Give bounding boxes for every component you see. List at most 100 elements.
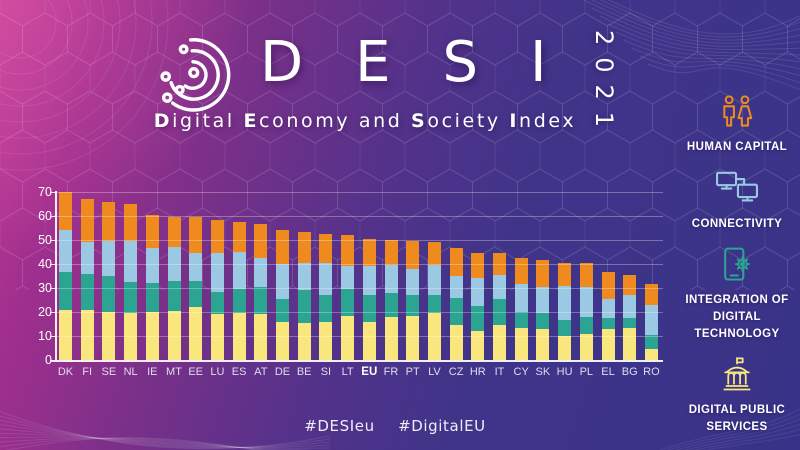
bar-segment	[449, 248, 463, 276]
axis-tick	[50, 192, 56, 193]
legend-label: CONNECTIVITY	[691, 217, 783, 230]
gridline	[57, 192, 663, 193]
bar-segment	[601, 272, 615, 299]
x-tick-label-CY: CY	[513, 366, 529, 378]
x-tick-label-BE: BE	[296, 366, 312, 378]
bar-segment	[558, 336, 572, 360]
bar-segment	[80, 273, 94, 310]
gridline	[57, 312, 663, 313]
bar-segment	[536, 286, 550, 314]
legend-item-digital-public-services: DIGITAL PUBLIC SERVICES	[676, 355, 798, 435]
legend-item-human-capital: HUMAN CAPITAL	[687, 92, 787, 156]
bar-segment	[493, 298, 506, 326]
axis-tick	[50, 360, 56, 361]
bar-segment	[471, 306, 485, 332]
desi-stacked-bar-chart: 0 10 20 30 40 50 60 70 DK FI SE NL IE MT EE LU ES AT DE BE…	[30, 185, 680, 392]
y-tick-label: 40	[38, 257, 52, 271]
bar-segment	[254, 286, 268, 315]
axis-tick	[50, 312, 56, 313]
bar-segment	[644, 334, 658, 350]
x-tick-label-FI: FI	[82, 366, 93, 378]
bar-segment	[297, 290, 311, 323]
x-tick-label-LV: LV	[428, 366, 441, 378]
bar-segment	[449, 297, 463, 326]
bar-segment	[341, 289, 355, 316]
bar-segment	[276, 321, 289, 360]
bar-segment	[471, 278, 485, 306]
gridline	[57, 264, 663, 265]
gridline	[57, 216, 663, 217]
x-tick-label-IE: IE	[147, 366, 158, 378]
page-title: DESI	[260, 30, 599, 95]
y-tick-label: 30	[38, 281, 52, 295]
x-tick-label-DK: DK	[57, 366, 74, 378]
bar-segment	[579, 262, 593, 287]
axis-tick	[50, 288, 56, 289]
gridline	[57, 288, 663, 289]
x-tick-label-PT: PT	[405, 366, 420, 378]
bar-segment	[167, 310, 181, 360]
bar-segment	[601, 298, 615, 318]
bar-segment	[80, 242, 94, 274]
bar-segment	[427, 295, 441, 314]
legend-item-connectivity: CONNECTIVITY	[692, 169, 782, 233]
x-tick-label-SI: SI	[320, 366, 332, 378]
bar-segment	[623, 295, 637, 318]
bar-segment	[341, 315, 355, 360]
bar-segment	[579, 333, 593, 360]
x-tick-label-LU: LU	[210, 366, 225, 378]
bar-segment	[514, 258, 528, 285]
bar-segment	[579, 316, 593, 334]
people-icon	[716, 92, 758, 132]
bar-segment	[514, 327, 528, 360]
gridline	[57, 240, 663, 241]
bar-segment	[254, 258, 268, 287]
bar-segment	[319, 295, 333, 322]
legend-sidebar: HUMAN CAPITAL CONNECTIVITY	[676, 92, 798, 449]
connected-computers-icon	[714, 169, 760, 209]
government-building-icon	[716, 355, 758, 395]
axis-tick	[50, 264, 56, 265]
bar-segment	[319, 234, 333, 263]
y-tick-label: 60	[38, 209, 52, 223]
bar-segment	[80, 199, 94, 243]
bar-segment	[297, 262, 311, 291]
bar-segment	[189, 253, 203, 281]
x-tick-label-EE: EE	[188, 366, 204, 378]
x-tick-label-CZ: CZ	[448, 366, 464, 378]
hashtag-digitaleu: #DigitalEU	[398, 417, 486, 435]
phone-gear-icon	[717, 245, 757, 285]
bar-segment	[210, 253, 224, 292]
y-tick-label: 70	[38, 185, 52, 199]
bar-segment	[210, 314, 224, 360]
legend-label: DIGITAL PUBLIC SERVICES	[688, 404, 786, 434]
x-tick-label-SE: SE	[101, 366, 117, 378]
bar-segment	[579, 286, 593, 317]
axis-tick	[50, 216, 56, 217]
bar-segment	[471, 331, 485, 360]
bar-segment	[341, 266, 355, 290]
bar-segment	[232, 289, 246, 314]
bar-segment	[102, 201, 116, 242]
x-tick-label-ES: ES	[231, 366, 247, 378]
x-tick-label-HU: HU	[556, 366, 573, 378]
x-tick-label-NL: NL	[123, 366, 138, 378]
bar-segment	[145, 283, 159, 312]
bar-segment	[644, 349, 658, 360]
bar-segment	[297, 322, 311, 360]
bar-segment	[254, 314, 268, 360]
x-tick-label-SK: SK	[535, 366, 551, 378]
footer-hashtags: #DESIeu #DigitalEU	[0, 417, 790, 435]
x-tick-label-BG: BG	[621, 366, 638, 378]
x-tick-label-RO: RO	[643, 366, 660, 378]
title-year: 2021	[590, 30, 618, 140]
x-tick-label-EL: EL	[601, 366, 615, 378]
chart-plot-area: DK FI SE NL IE MT EE LU ES AT DE BE SI LT EU FR PT LV CZ HR…	[50, 191, 663, 378]
bar-segment	[80, 309, 94, 360]
bar-segment	[189, 217, 203, 254]
bar-segment	[406, 295, 420, 316]
bar-segment	[623, 274, 637, 296]
bar-segment	[362, 321, 376, 360]
x-axis-line	[51, 360, 663, 362]
